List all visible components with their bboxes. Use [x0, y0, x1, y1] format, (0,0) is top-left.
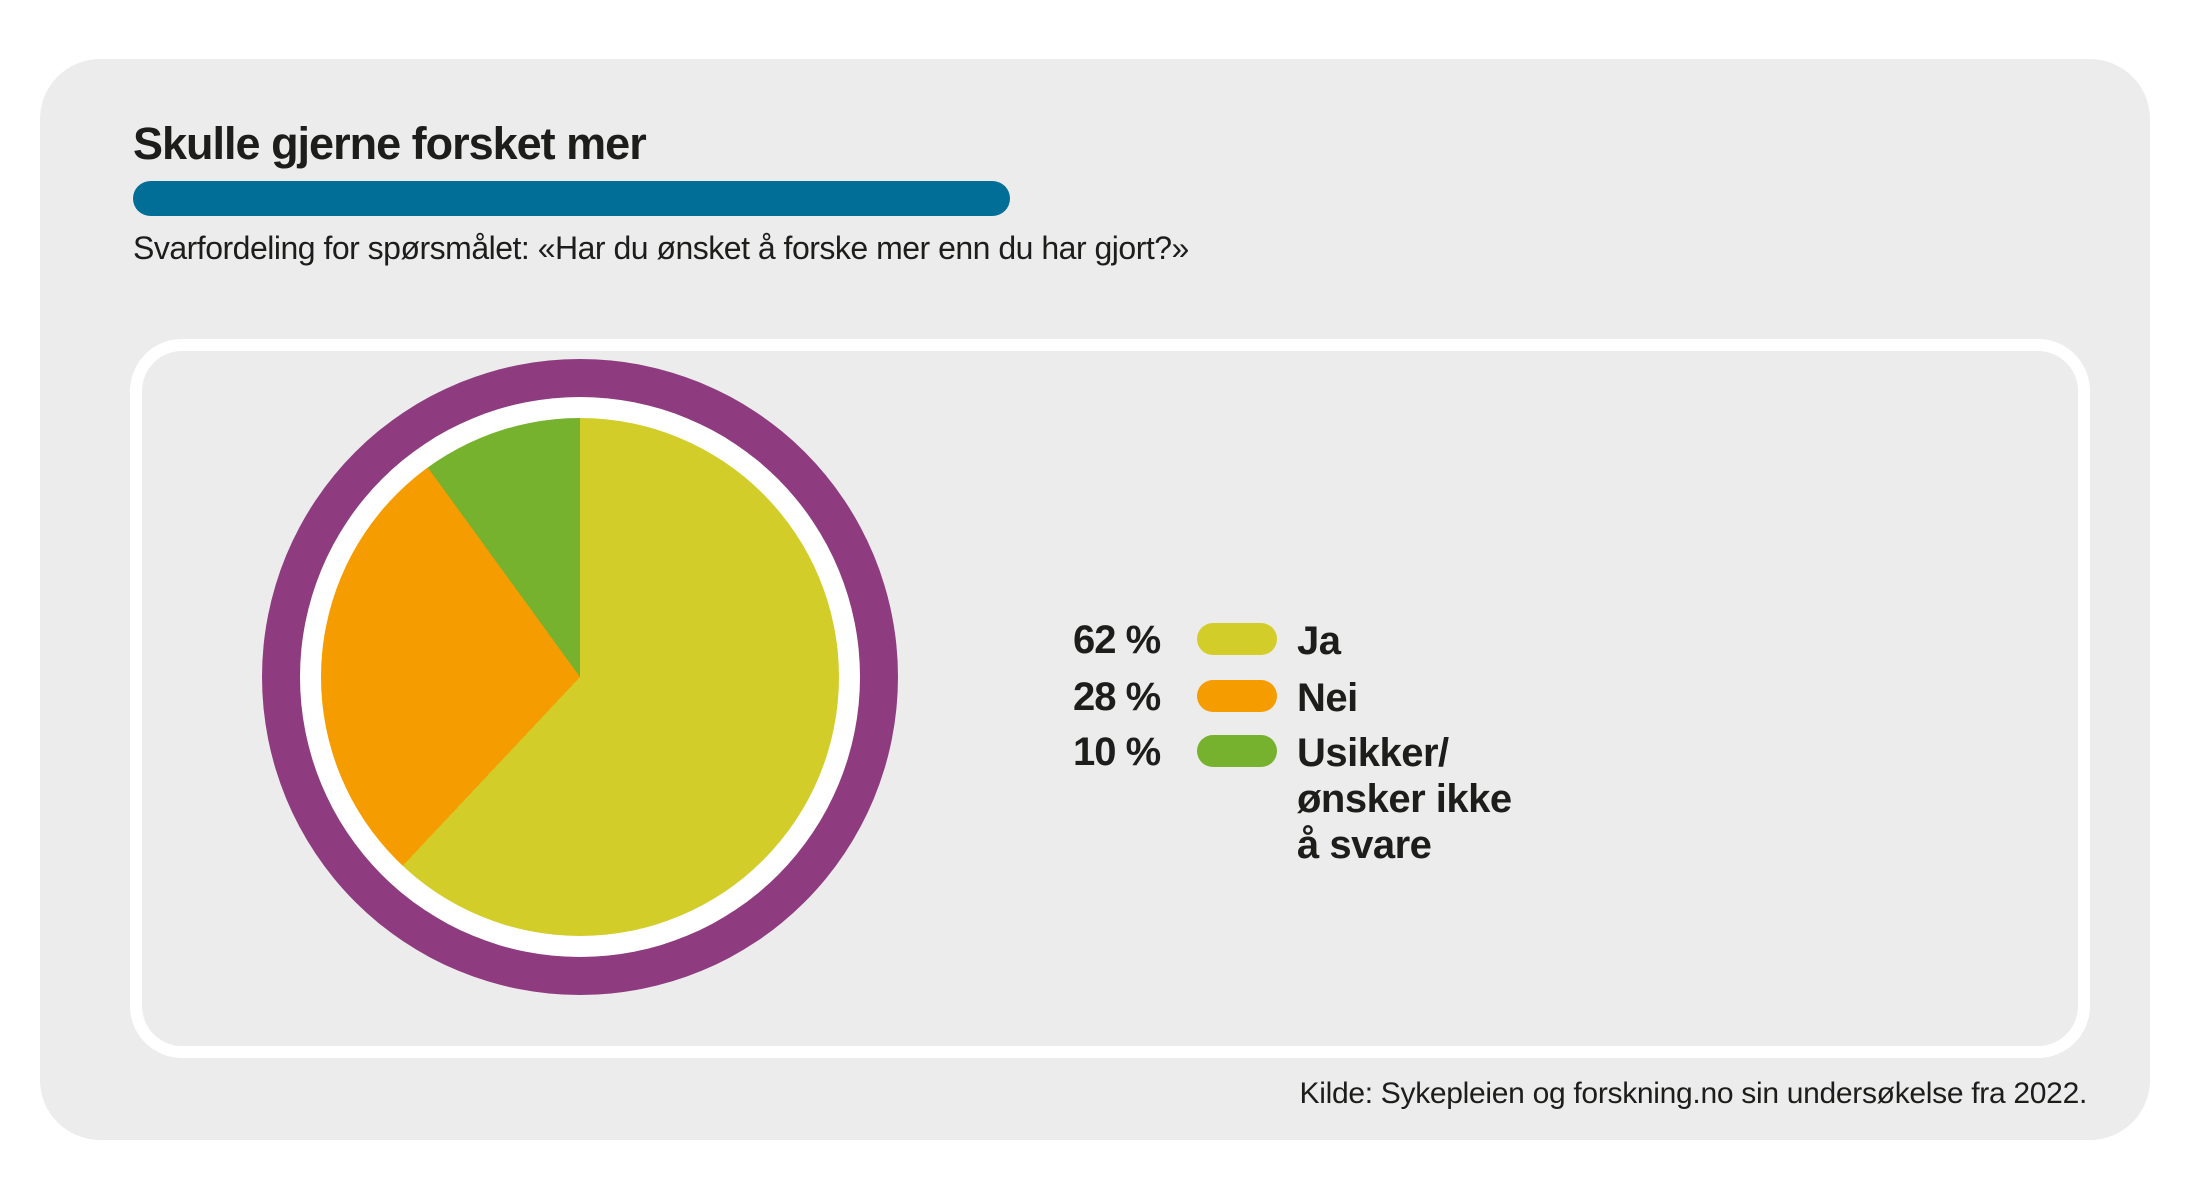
legend-swatch [1197, 623, 1277, 655]
legend-label: Ja [1297, 619, 1341, 663]
pie-outer-ring [262, 359, 898, 995]
infographic-card: Skulle gjerne forsket mer Svarfordeling … [40, 59, 2150, 1140]
source-credit: Kilde: Sykepleien og forskning.no sin un… [1299, 1077, 2088, 1110]
chart-panel [130, 339, 2090, 1058]
legend-swatch [1197, 680, 1277, 712]
legend-row: 10 % Usikker/ ønsker ikke å svare [1073, 730, 1512, 868]
legend-swatch [1197, 735, 1277, 767]
legend-percent: 10 % [1073, 730, 1161, 774]
page-title: Skulle gjerne forsket mer [133, 118, 647, 169]
legend-label: Nei [1297, 676, 1358, 720]
subtitle-question: Svarfordeling for spørsmålet: «Har du øn… [133, 230, 1189, 266]
legend-percent: 28 % [1073, 675, 1161, 719]
legend-row: 62 % Ja [1073, 618, 1341, 664]
legend-row: 28 % Nei [1073, 675, 1358, 721]
pie-chart [321, 418, 839, 936]
legend-label: Usikker/ ønsker ikke å svare [1297, 731, 1512, 867]
pie-white-gap [300, 397, 860, 957]
title-accent-bar [133, 181, 1010, 216]
legend-percent: 62 % [1073, 618, 1161, 662]
